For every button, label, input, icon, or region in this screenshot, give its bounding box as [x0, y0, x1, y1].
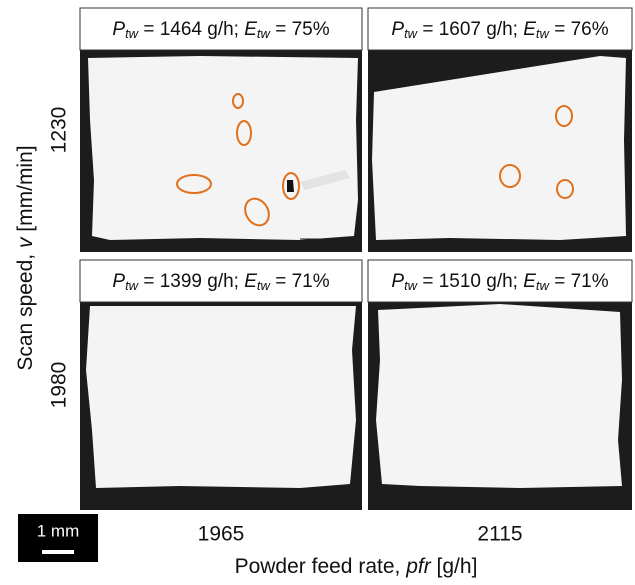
label-part: = 71% — [549, 271, 609, 292]
scale-bar-label: 1 mm — [37, 521, 80, 540]
label-part: = 1464 g/h; — [138, 19, 244, 40]
label-part: E — [244, 271, 257, 292]
label-part: = 1399 g/h; — [138, 271, 244, 292]
label-part: Scan speed, — [14, 248, 37, 371]
label-part: pfr — [405, 555, 432, 578]
label-part: [g/h] — [431, 555, 478, 578]
label-part: tw — [125, 278, 140, 293]
label-part: tw — [404, 26, 419, 41]
label-part: tw — [404, 278, 419, 293]
row-label: 1230 — [48, 107, 71, 154]
label-part: P — [391, 271, 404, 292]
label-part: Powder feed rate, — [235, 555, 407, 578]
label-part: P — [391, 19, 404, 40]
label-part: = 75% — [270, 19, 330, 40]
column-label: 1965 — [198, 523, 245, 546]
micrograph-panel: Ptw = 1510 g/h; Etw = 71% — [367, 259, 633, 510]
panel-header: Ptw = 1607 g/h; Etw = 76% — [391, 19, 608, 41]
label-part: E — [244, 19, 257, 40]
scale-bar: 1 mm — [18, 514, 98, 562]
label-part: = 71% — [270, 271, 330, 292]
panel-header: Ptw = 1510 g/h; Etw = 71% — [391, 271, 608, 293]
label-part: = 1510 g/h; — [417, 271, 523, 292]
label-part: = 1607 g/h; — [417, 19, 523, 40]
label-part: P — [112, 271, 125, 292]
panel-header: Ptw = 1399 g/h; Etw = 71% — [112, 271, 329, 293]
micrograph-panel: Ptw = 1399 g/h; Etw = 71% — [79, 259, 363, 510]
inner-scale-label: 1000 µm — [301, 241, 329, 248]
label-part: [mm/min] — [14, 145, 37, 237]
x-axis-label: Powder feed rate, pfr [g/h] — [235, 555, 478, 578]
label-part: P — [112, 19, 125, 40]
label-part: E — [523, 19, 536, 40]
row-label: 1980 — [48, 362, 71, 409]
label-part: tw — [536, 26, 551, 41]
column-label: 2115 — [477, 523, 522, 546]
micrograph-panel: 1000 µm Ptw = 1607 g/h; Etw = 76% — [367, 7, 633, 252]
label-part: tw — [125, 26, 140, 41]
label-part: tw — [536, 278, 551, 293]
inner-scale-label: 1000 µm — [584, 241, 612, 248]
panel-header: Ptw = 1464 g/h; Etw = 75% — [112, 19, 329, 41]
y-axis-label: Scan speed, v [mm/min] — [14, 145, 37, 370]
label-part: E — [523, 271, 536, 292]
label-part: tw — [257, 278, 272, 293]
label-part: tw — [257, 26, 272, 41]
label-part: v — [14, 236, 37, 248]
label-part: = 76% — [549, 19, 609, 40]
micrograph-panel: 1000 µm Ptw = 1464 g/h; Etw = 75% — [79, 7, 363, 252]
